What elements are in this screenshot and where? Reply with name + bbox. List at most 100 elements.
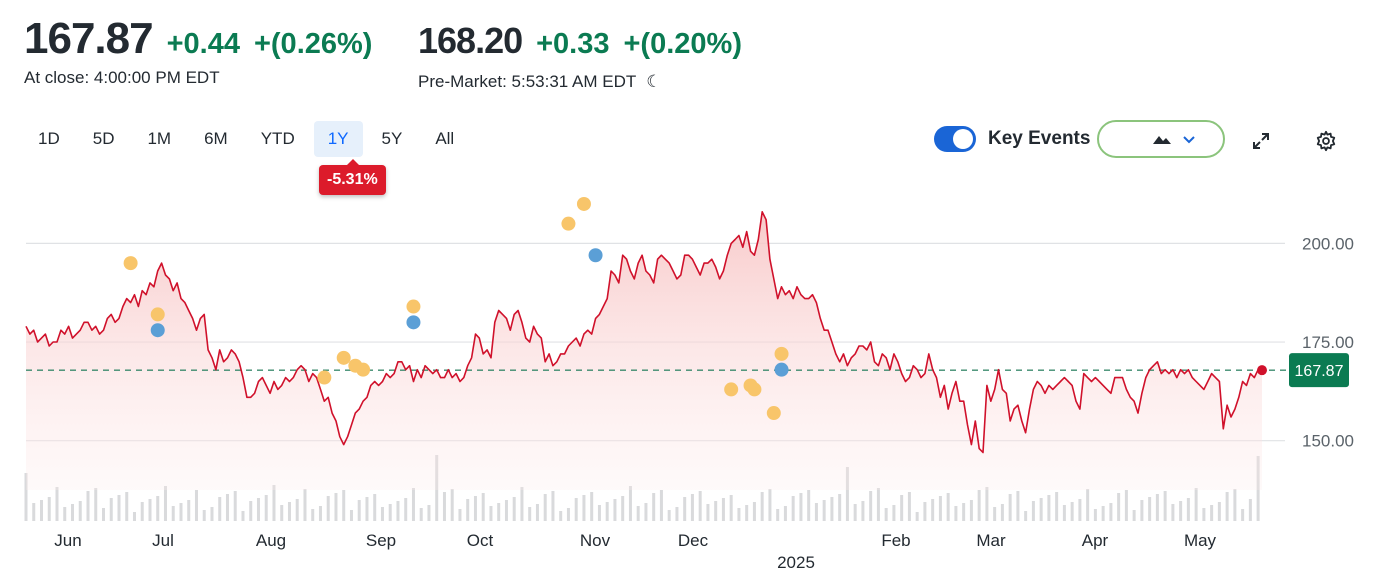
volume-bar [218, 497, 222, 521]
volume-bar [280, 505, 284, 521]
volume-bar [892, 505, 896, 521]
chart-type-dropdown[interactable] [1097, 120, 1225, 158]
y-tick-label: 175.00 [1302, 333, 1354, 352]
volume-bar [481, 493, 485, 521]
volume-bar [1163, 491, 1167, 521]
volume-bar [117, 495, 121, 521]
volume-bar [923, 502, 927, 521]
last-price-badge [1289, 353, 1349, 388]
volume-bar [318, 506, 322, 521]
volume-bar [814, 503, 818, 521]
range-button-1m[interactable]: 1M [147, 129, 172, 148]
event-marker-blue[interactable] [150, 323, 165, 338]
volume-bar [900, 495, 904, 521]
volume-bar [931, 499, 935, 521]
volume-bar [187, 500, 191, 521]
range-button-5d[interactable]: 5D [92, 129, 115, 148]
range-button-5y[interactable]: 5Y [381, 129, 403, 148]
volume-bar [295, 499, 299, 521]
volume-bar [830, 497, 834, 521]
volume-bar [1186, 498, 1190, 521]
x-tick-label: May [1184, 531, 1217, 550]
chevron-down-icon [1183, 131, 1195, 147]
volume-bar [1179, 501, 1183, 521]
pre-market-label: Pre-Market: 5:53:31 AM EDT [418, 72, 637, 91]
event-marker-yellow[interactable] [348, 358, 363, 373]
volume-bar [512, 497, 516, 521]
event-marker-yellow[interactable] [150, 307, 165, 322]
gear-icon[interactable] [1312, 127, 1340, 155]
volume-bar [24, 473, 28, 521]
volume-bar [458, 509, 462, 521]
event-marker-yellow[interactable] [406, 299, 421, 314]
volume-bar [1047, 495, 1051, 521]
event-marker-yellow[interactable] [576, 196, 591, 211]
event-marker-blue[interactable] [774, 362, 789, 377]
volume-bar [954, 506, 958, 521]
volume-bar [644, 503, 648, 521]
range-button-6m[interactable]: 6M [204, 129, 228, 148]
volume-bar [938, 496, 942, 521]
volume-bar [915, 512, 919, 521]
x-tick-label: Sep [366, 531, 396, 550]
volume-bar [1217, 502, 1221, 521]
volume-bar [78, 501, 82, 521]
volume-bar [884, 508, 888, 521]
price-line [25, 211, 1263, 454]
volume-bar [125, 492, 129, 521]
volume-bar [543, 494, 547, 521]
volume-bar [985, 487, 989, 521]
volume-bar [373, 494, 377, 521]
volume-bar [163, 486, 167, 521]
volume-bar [907, 492, 911, 521]
period-change-badge: -5.31% [319, 159, 386, 195]
range-button-1y[interactable]: 1Y [313, 121, 363, 157]
volume-bar [566, 508, 570, 521]
close-change: +0.44 [166, 28, 240, 60]
event-marker-yellow[interactable] [317, 370, 332, 385]
volume-bar [1086, 489, 1090, 521]
event-marker-yellow[interactable] [356, 362, 371, 377]
range-button-all[interactable]: All [435, 129, 455, 148]
volume-bar [853, 504, 857, 521]
volume-bar [861, 501, 865, 521]
price-area [26, 211, 1262, 491]
event-marker-yellow[interactable] [743, 378, 758, 393]
volume-bar [287, 502, 291, 521]
volume-bar [745, 505, 749, 521]
volume-bar [822, 500, 826, 521]
volume-bar [435, 455, 439, 521]
range-button-1d[interactable]: 1D [38, 129, 60, 148]
event-marker-blue[interactable] [588, 248, 603, 263]
x-tick-label: Aug [256, 531, 286, 550]
volume-bar [621, 496, 625, 521]
volume-bar [1124, 490, 1128, 521]
event-marker-yellow[interactable] [123, 256, 138, 271]
event-marker-blue[interactable] [406, 315, 421, 330]
expand-icon[interactable] [1247, 127, 1275, 155]
volume-bar [101, 508, 105, 521]
event-marker-yellow[interactable] [724, 382, 739, 397]
volume-bar [574, 498, 578, 521]
range-button-ytd[interactable]: YTD [260, 129, 295, 148]
year-label: 2025 [777, 553, 815, 572]
volume-bar [241, 511, 245, 521]
key-events-toggle[interactable] [934, 126, 976, 152]
toggle-knob [953, 129, 973, 149]
y-tick-label: 150.00 [1302, 432, 1354, 451]
volume-bar [94, 488, 98, 521]
event-marker-yellow[interactable] [336, 350, 351, 365]
volume-bar [675, 507, 679, 521]
event-marker-yellow[interactable] [561, 216, 576, 231]
volume-bar [1031, 501, 1035, 521]
volume-bar [1155, 494, 1159, 521]
volume-bar [559, 511, 563, 521]
volume-bar [1055, 492, 1059, 521]
volume-bar [365, 497, 369, 521]
volume-bar [334, 493, 338, 521]
x-tick-label: Dec [678, 531, 709, 550]
volume-bar [156, 496, 160, 521]
event-marker-yellow[interactable] [766, 406, 781, 421]
event-marker-yellow[interactable] [747, 382, 762, 397]
event-marker-yellow[interactable] [774, 346, 789, 361]
